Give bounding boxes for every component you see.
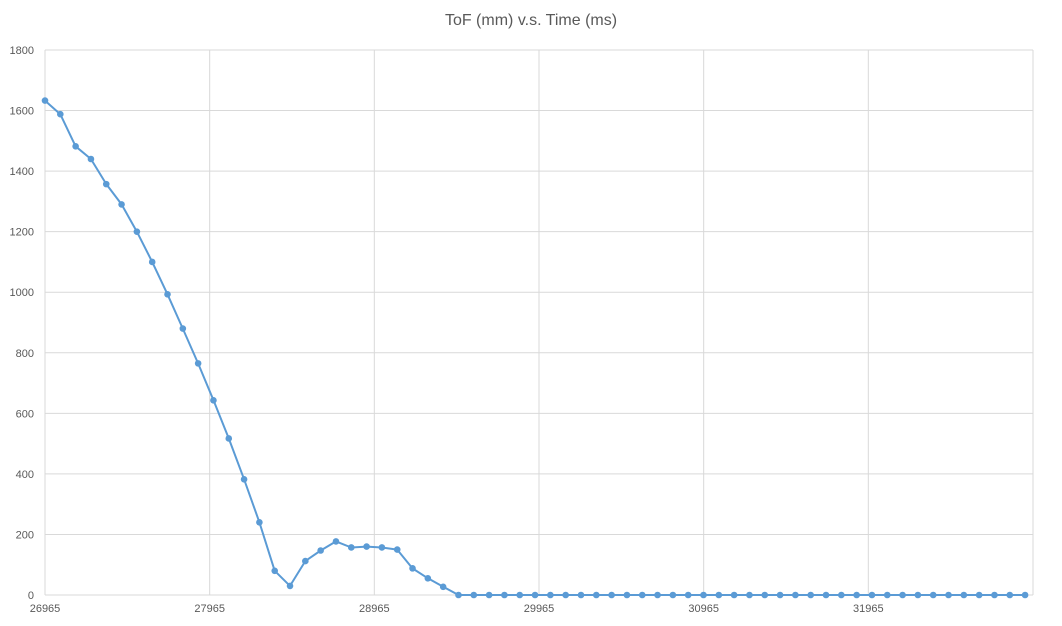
data-point (547, 591, 554, 599)
data-point (853, 591, 860, 599)
data-point (317, 547, 324, 554)
data-point (485, 591, 493, 599)
data-point (347, 544, 355, 551)
data-point (899, 591, 906, 599)
y-tick-label: 200 (16, 529, 34, 541)
data-point (516, 591, 524, 599)
data-point (1021, 591, 1029, 599)
x-tick-label: 28965 (359, 603, 390, 615)
data-point (746, 591, 753, 599)
data-point (439, 583, 447, 591)
y-tick-label: 1000 (10, 287, 34, 299)
data-point (1006, 591, 1014, 599)
data-point (531, 591, 539, 599)
data-point (286, 582, 294, 590)
data-point (638, 591, 646, 599)
x-tick-label: 31965 (853, 603, 884, 615)
data-point (883, 591, 891, 599)
data-point (608, 591, 615, 599)
data-point (929, 591, 937, 599)
data-point (455, 591, 462, 599)
data-point (807, 591, 814, 599)
data-point (470, 591, 478, 599)
y-tick-label: 1400 (10, 166, 34, 178)
y-tick-label: 800 (16, 348, 34, 360)
data-point (102, 180, 110, 188)
data-point (868, 591, 876, 599)
data-point (700, 591, 707, 599)
data-point (838, 591, 845, 599)
y-tick-label: 600 (16, 408, 34, 420)
data-point (409, 565, 416, 572)
data-point (164, 291, 171, 298)
data-point (179, 325, 187, 332)
data-point (271, 567, 279, 575)
data-point (623, 591, 631, 599)
data-point (715, 591, 723, 599)
x-tick-label: 30965 (688, 603, 719, 615)
data-point (225, 435, 233, 442)
y-tick-label: 400 (16, 469, 34, 481)
x-tick-label: 27965 (194, 603, 225, 615)
y-tick-label: 1200 (10, 227, 34, 239)
data-point (792, 591, 799, 599)
data-point (393, 546, 401, 553)
data-point (991, 591, 998, 599)
data-point (256, 519, 263, 526)
data-point (302, 557, 309, 565)
data-point (822, 591, 830, 599)
series-line (44, 99, 1026, 596)
data-point (378, 544, 386, 551)
data-point (41, 97, 49, 104)
data-point (72, 142, 79, 150)
data-point (593, 591, 600, 599)
chart-title: ToF (mm) v.s. Time (ms) (444, 12, 618, 29)
data-point (945, 591, 952, 599)
data-point (240, 476, 248, 483)
data-point (210, 397, 217, 404)
data-point (194, 360, 202, 367)
data-point (57, 110, 64, 118)
y-tick-label: 1600 (10, 106, 34, 118)
data-point (761, 591, 769, 599)
x-tick-label: 29965 (524, 603, 555, 615)
data-point (332, 538, 340, 545)
data-point (118, 201, 125, 208)
data-point (669, 591, 677, 599)
data-point (87, 155, 95, 163)
data-point (501, 591, 508, 599)
y-tick-label: 0 (28, 590, 34, 602)
data-point (730, 591, 738, 599)
data-point (684, 591, 692, 599)
data-point (577, 591, 585, 599)
data-point (776, 591, 784, 599)
x-tick-label: 26965 (30, 603, 61, 615)
data-point (975, 591, 983, 599)
data-point (654, 591, 661, 599)
data-point (960, 591, 968, 599)
data-point (363, 543, 370, 550)
data-point (914, 591, 922, 599)
data-point (424, 575, 432, 582)
data-point (133, 228, 141, 235)
data-point (562, 591, 569, 599)
y-tick-label: 1800 (10, 45, 34, 57)
data-point (148, 258, 156, 266)
